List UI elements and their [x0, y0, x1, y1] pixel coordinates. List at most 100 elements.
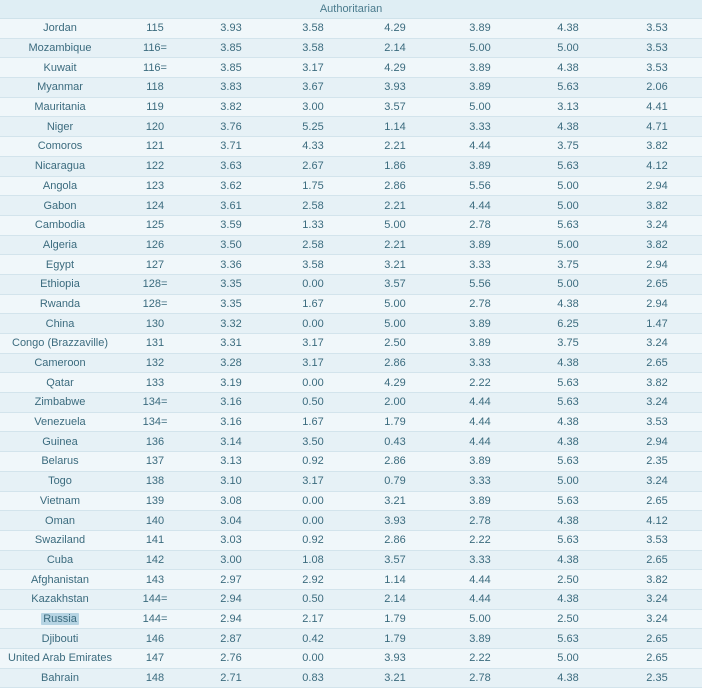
- section-title: Authoritarian: [320, 3, 382, 15]
- value-cell: 3.16: [190, 396, 272, 408]
- value-cell: 126: [120, 239, 190, 251]
- value-cell: 3.24: [612, 337, 702, 349]
- value-cell: 3.21: [354, 672, 436, 684]
- value-cell: 2.17: [272, 613, 354, 625]
- value-cell: 3.35: [190, 278, 272, 290]
- value-cell: 4.44: [436, 396, 524, 408]
- value-cell: 2.78: [436, 219, 524, 231]
- value-cell: 3.35: [190, 298, 272, 310]
- value-cell: 2.71: [190, 672, 272, 684]
- country-cell: Comoros: [0, 140, 120, 152]
- value-cell: 2.76: [190, 652, 272, 664]
- value-cell: 1.47: [612, 318, 702, 330]
- country-cell: United Arab Emirates: [0, 652, 120, 664]
- value-cell: 3.82: [190, 101, 272, 113]
- value-cell: 3.76: [190, 121, 272, 133]
- value-cell: 5.00: [354, 219, 436, 231]
- table-row: Afghanistan1432.972.921.144.442.503.82: [0, 570, 702, 590]
- value-cell: 1.79: [354, 613, 436, 625]
- value-cell: 4.44: [436, 436, 524, 448]
- value-cell: 4.12: [612, 515, 702, 527]
- value-cell: 147: [120, 652, 190, 664]
- value-cell: 5.00: [524, 475, 612, 487]
- value-cell: 2.86: [354, 534, 436, 546]
- value-cell: 2.50: [524, 574, 612, 586]
- table-row: Mauritania1193.823.003.575.003.134.41: [0, 98, 702, 118]
- value-cell: 3.89: [436, 160, 524, 172]
- value-cell: 134=: [120, 416, 190, 428]
- value-cell: 3.33: [436, 554, 524, 566]
- table-row: Jordan1153.933.584.293.894.383.53: [0, 19, 702, 39]
- value-cell: 5.25: [272, 121, 354, 133]
- value-cell: 123: [120, 180, 190, 192]
- value-cell: 3.17: [272, 337, 354, 349]
- value-cell: 0.00: [272, 515, 354, 527]
- value-cell: 5.63: [524, 633, 612, 645]
- value-cell: 1.67: [272, 416, 354, 428]
- value-cell: 5.63: [524, 495, 612, 507]
- value-cell: 3.21: [354, 259, 436, 271]
- value-cell: 3.57: [354, 278, 436, 290]
- value-cell: 3.58: [272, 259, 354, 271]
- country-cell: China: [0, 318, 120, 330]
- value-cell: 3.58: [272, 22, 354, 34]
- value-cell: 3.24: [612, 593, 702, 605]
- value-cell: 3.17: [272, 62, 354, 74]
- value-cell: 4.38: [524, 672, 612, 684]
- value-cell: 3.61: [190, 200, 272, 212]
- value-cell: 3.13: [524, 101, 612, 113]
- value-cell: 4.29: [354, 62, 436, 74]
- value-cell: 5.00: [436, 613, 524, 625]
- value-cell: 119: [120, 101, 190, 113]
- value-cell: 121: [120, 140, 190, 152]
- value-cell: 5.00: [524, 652, 612, 664]
- value-cell: 3.53: [612, 22, 702, 34]
- value-cell: 5.00: [354, 298, 436, 310]
- value-cell: 0.00: [272, 318, 354, 330]
- value-cell: 2.21: [354, 140, 436, 152]
- value-cell: 4.38: [524, 416, 612, 428]
- value-cell: 3.89: [436, 633, 524, 645]
- value-cell: 3.24: [612, 613, 702, 625]
- value-cell: 2.78: [436, 515, 524, 527]
- value-cell: 134=: [120, 396, 190, 408]
- value-cell: 5.00: [524, 180, 612, 192]
- value-cell: 2.22: [436, 377, 524, 389]
- value-cell: 2.94: [190, 613, 272, 625]
- country-cell: Nicaragua: [0, 160, 120, 172]
- value-cell: 2.22: [436, 652, 524, 664]
- value-cell: 3.00: [190, 554, 272, 566]
- value-cell: 143: [120, 574, 190, 586]
- table-row: Djibouti1462.870.421.793.895.632.65: [0, 629, 702, 649]
- value-cell: 3.82: [612, 239, 702, 251]
- value-cell: 4.38: [524, 515, 612, 527]
- table-row: Nicaragua1223.632.671.863.895.634.12: [0, 157, 702, 177]
- value-cell: 4.38: [524, 22, 612, 34]
- country-cell: Niger: [0, 121, 120, 133]
- value-cell: 3.62: [190, 180, 272, 192]
- value-cell: 3.14: [190, 436, 272, 448]
- section-title-row: Authoritarian: [0, 0, 702, 19]
- value-cell: 2.21: [354, 200, 436, 212]
- value-cell: 2.97: [190, 574, 272, 586]
- value-cell: 4.44: [436, 574, 524, 586]
- value-cell: 0.00: [272, 377, 354, 389]
- table-row: Angola1233.621.752.865.565.002.94: [0, 177, 702, 197]
- value-cell: 1.79: [354, 633, 436, 645]
- value-cell: 3.82: [612, 574, 702, 586]
- country-cell: Cuba: [0, 554, 120, 566]
- table-row: Cambodia1253.591.335.002.785.633.24: [0, 216, 702, 236]
- table-row: Swaziland1413.030.922.862.225.633.53: [0, 531, 702, 551]
- value-cell: 136: [120, 436, 190, 448]
- value-cell: 5.63: [524, 160, 612, 172]
- table-row: Zimbabwe134=3.160.502.004.445.633.24: [0, 393, 702, 413]
- value-cell: 116=: [120, 62, 190, 74]
- value-cell: 3.33: [436, 121, 524, 133]
- value-cell: 3.89: [436, 318, 524, 330]
- value-cell: 5.56: [436, 278, 524, 290]
- value-cell: 3.75: [524, 259, 612, 271]
- value-cell: 3.89: [436, 239, 524, 251]
- value-cell: 3.57: [354, 101, 436, 113]
- country-cell: Ethiopia: [0, 278, 120, 290]
- table-row: Oman1403.040.003.932.784.384.12: [0, 511, 702, 531]
